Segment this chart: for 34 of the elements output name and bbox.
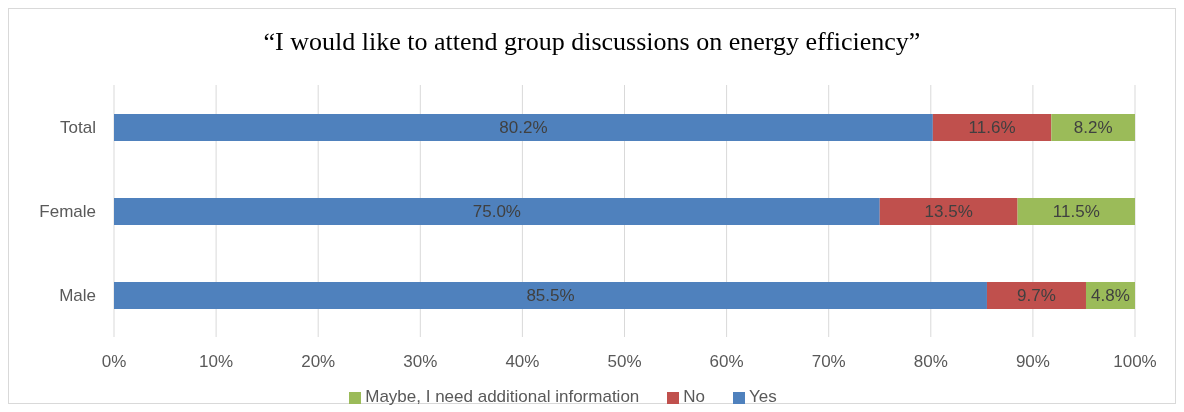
bar <box>932 114 1052 141</box>
x-tick-label: 70% <box>811 352 846 372</box>
data-label: 11.5% <box>1052 202 1100 221</box>
data-label: 9.7% <box>1017 286 1056 305</box>
y-tick-label: Total <box>60 118 96 138</box>
x-tick-label: 10% <box>199 352 234 372</box>
chart-title: “I would like to attend group discussions on energy efficiency” <box>262 26 922 58</box>
y-tick-label: Male <box>59 286 96 306</box>
x-tick-label: 80% <box>913 352 948 372</box>
bar <box>1017 198 1135 225</box>
x-tick-label: 0% <box>101 352 127 372</box>
legend-label: No <box>683 387 706 406</box>
legend-label: Yes <box>749 387 777 406</box>
data-label: 8.2% <box>1073 118 1113 137</box>
data-label: 11.6% <box>968 118 1016 137</box>
x-tick-label: 50% <box>607 352 642 372</box>
data-label: 85.5% <box>526 286 575 305</box>
x-tick-label: 90% <box>1015 352 1050 372</box>
x-tick-label: 40% <box>505 352 540 372</box>
x-tick-label: 60% <box>709 352 744 372</box>
bar <box>879 198 1018 225</box>
x-tick-label: 30% <box>403 352 438 372</box>
bar <box>986 282 1086 309</box>
bar <box>114 198 880 225</box>
legend-label: Maybe, I need additional information <box>365 387 640 406</box>
x-tick-label: 100% <box>1113 352 1157 372</box>
x-tick-label: 20% <box>301 352 336 372</box>
y-tick-label: Female <box>39 202 96 222</box>
bar <box>114 282 987 309</box>
data-label: 75.0% <box>472 202 521 221</box>
data-label: 13.5% <box>924 202 973 221</box>
data-label: 4.8% <box>1091 286 1130 305</box>
data-label: 80.2% <box>499 118 548 137</box>
bar <box>114 114 933 141</box>
